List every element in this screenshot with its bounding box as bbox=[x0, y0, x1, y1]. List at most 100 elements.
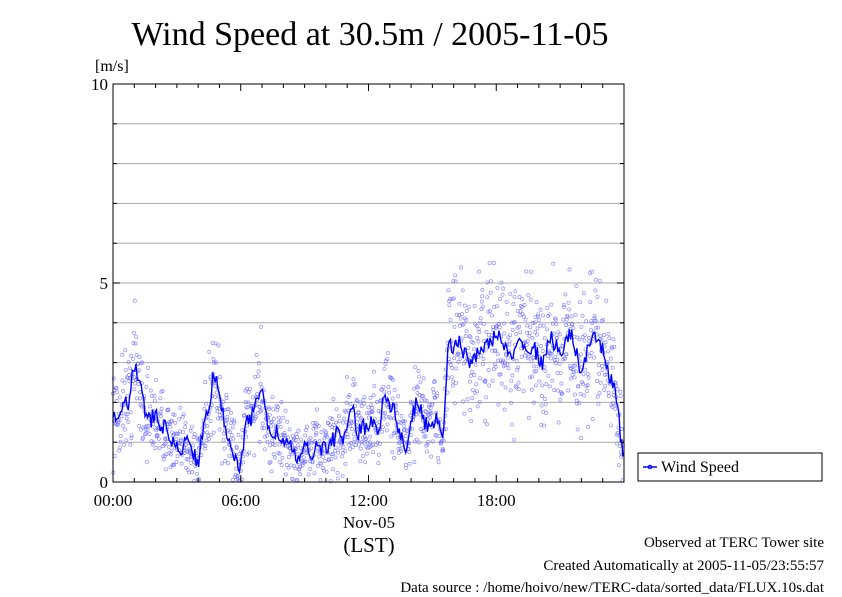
y-axis-ticks: 0 5 10 bbox=[91, 75, 624, 492]
data-point bbox=[169, 419, 174, 424]
data-point bbox=[544, 382, 549, 387]
data-point bbox=[223, 459, 228, 464]
data-point bbox=[580, 313, 585, 318]
data-point bbox=[553, 354, 558, 359]
data-point bbox=[311, 421, 315, 426]
data-point bbox=[532, 369, 537, 374]
data-point bbox=[118, 439, 123, 444]
data-point bbox=[387, 390, 392, 395]
data-point bbox=[471, 340, 476, 345]
data-point bbox=[403, 434, 408, 439]
data-point bbox=[333, 455, 338, 460]
data-point bbox=[253, 415, 258, 420]
data-point bbox=[390, 396, 395, 401]
data-point bbox=[309, 446, 314, 451]
data-point bbox=[436, 455, 441, 460]
data-point bbox=[412, 386, 417, 391]
data-point bbox=[503, 363, 508, 368]
data-point bbox=[458, 356, 463, 361]
data-point bbox=[490, 313, 494, 318]
data-point bbox=[157, 446, 162, 451]
data-point bbox=[134, 396, 139, 401]
data-point bbox=[197, 477, 202, 482]
data-point bbox=[516, 365, 521, 370]
data-point bbox=[495, 285, 500, 290]
data-point bbox=[616, 463, 621, 468]
data-point bbox=[527, 334, 532, 339]
data-point bbox=[324, 432, 329, 437]
data-point bbox=[372, 383, 377, 388]
data-point bbox=[417, 374, 422, 379]
data-point bbox=[189, 424, 194, 429]
data-point bbox=[163, 441, 168, 446]
data-point bbox=[191, 443, 196, 448]
data-point bbox=[368, 395, 373, 400]
data-point bbox=[600, 364, 605, 368]
data-point bbox=[272, 455, 277, 460]
data-point bbox=[484, 395, 489, 400]
data-point bbox=[356, 410, 361, 415]
data-point bbox=[609, 423, 613, 428]
data-point bbox=[328, 479, 333, 484]
data-point bbox=[378, 441, 382, 446]
data-point bbox=[395, 411, 400, 416]
data-point bbox=[318, 478, 323, 482]
data-point bbox=[286, 455, 291, 459]
data-point bbox=[295, 435, 299, 439]
data-point bbox=[290, 477, 295, 481]
data-point bbox=[307, 440, 312, 444]
data-point bbox=[429, 454, 434, 459]
data-point bbox=[466, 304, 471, 309]
data-point bbox=[618, 389, 623, 394]
data-point bbox=[147, 432, 152, 437]
data-point bbox=[501, 321, 506, 326]
data-point bbox=[247, 450, 252, 455]
data-point bbox=[477, 330, 482, 334]
data-point bbox=[531, 355, 536, 360]
data-point bbox=[308, 435, 313, 440]
data-point bbox=[203, 444, 208, 448]
data-point bbox=[435, 391, 440, 396]
data-point bbox=[174, 437, 179, 442]
data-point bbox=[168, 452, 173, 457]
data-point bbox=[582, 333, 587, 338]
data-point bbox=[484, 329, 489, 334]
data-point bbox=[339, 454, 344, 459]
data-point bbox=[181, 412, 186, 417]
chart-title: Wind Speed at 30.5m / 2005-11-05 bbox=[131, 16, 608, 53]
data-point bbox=[282, 431, 287, 435]
data-point bbox=[415, 391, 420, 396]
data-point bbox=[479, 299, 484, 304]
data-point bbox=[541, 323, 546, 328]
data-point bbox=[530, 336, 535, 341]
data-point bbox=[403, 462, 408, 467]
data-point bbox=[202, 446, 207, 451]
data-point bbox=[590, 321, 595, 326]
data-point bbox=[589, 328, 593, 332]
data-point bbox=[478, 376, 483, 381]
data-point bbox=[502, 331, 507, 336]
data-point bbox=[542, 336, 547, 341]
data-point bbox=[282, 433, 287, 438]
data-point bbox=[159, 414, 163, 419]
data-point bbox=[214, 360, 219, 365]
data-point bbox=[324, 430, 328, 435]
data-point bbox=[344, 400, 349, 405]
data-point bbox=[485, 295, 490, 300]
data-point bbox=[347, 393, 352, 398]
data-point bbox=[499, 280, 504, 285]
data-point bbox=[278, 425, 283, 429]
x-axis-ticks: 00:00 06:00 12:00 18:00 bbox=[94, 84, 625, 510]
data-point bbox=[298, 472, 303, 477]
data-point bbox=[456, 352, 461, 356]
data-point bbox=[525, 338, 530, 343]
data-point bbox=[386, 385, 391, 390]
data-point bbox=[511, 302, 516, 307]
data-point bbox=[143, 427, 148, 432]
data-point bbox=[317, 454, 322, 459]
legend-label: Wind Speed bbox=[661, 459, 739, 476]
data-point bbox=[202, 406, 207, 411]
data-point bbox=[531, 400, 536, 405]
data-point bbox=[112, 454, 117, 458]
data-point bbox=[391, 377, 395, 382]
